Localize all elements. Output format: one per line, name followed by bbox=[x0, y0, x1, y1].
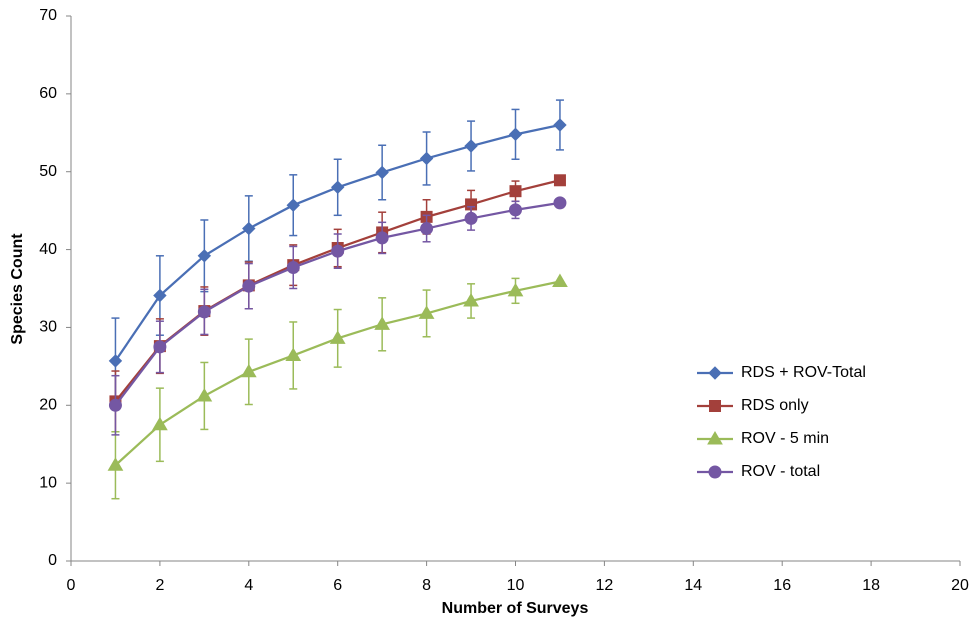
marker bbox=[197, 249, 212, 263]
y-tick-label: 10 bbox=[39, 474, 57, 491]
legend-label: ROV - 5 min bbox=[741, 430, 829, 447]
marker bbox=[553, 118, 567, 132]
marker bbox=[375, 165, 389, 180]
marker bbox=[507, 282, 524, 297]
marker bbox=[285, 347, 302, 361]
marker bbox=[553, 174, 566, 187]
legend-label: ROV - total bbox=[741, 463, 820, 480]
x-tick-label: 0 bbox=[67, 577, 76, 594]
x-tick-label: 20 bbox=[951, 577, 969, 594]
marker bbox=[509, 185, 522, 198]
legend-label: RDS + ROV-Total bbox=[741, 364, 866, 381]
legend-marker bbox=[709, 400, 721, 412]
marker bbox=[196, 387, 213, 402]
marker bbox=[330, 180, 345, 194]
x-tick-label: 8 bbox=[422, 577, 431, 594]
y-axis-title: Species Count bbox=[9, 233, 26, 345]
marker bbox=[152, 416, 168, 431]
marker bbox=[463, 292, 479, 307]
marker bbox=[153, 340, 167, 354]
y-tick-label: 20 bbox=[39, 397, 57, 414]
x-tick-label: 10 bbox=[507, 577, 525, 594]
marker bbox=[286, 260, 300, 274]
marker bbox=[331, 244, 345, 258]
legend-label: RDS only bbox=[741, 397, 809, 414]
marker bbox=[419, 151, 434, 166]
marker bbox=[420, 222, 434, 236]
x-tick-label: 14 bbox=[684, 577, 702, 594]
marker bbox=[464, 211, 478, 225]
y-tick-label: 30 bbox=[39, 319, 57, 336]
marker bbox=[197, 305, 211, 319]
marker bbox=[374, 316, 391, 330]
marker bbox=[107, 457, 124, 471]
x-tick-label: 16 bbox=[773, 577, 791, 594]
x-tick-label: 4 bbox=[244, 577, 253, 594]
x-tick-label: 12 bbox=[596, 577, 614, 594]
marker bbox=[242, 279, 256, 293]
x-tick-label: 6 bbox=[333, 577, 342, 594]
marker bbox=[286, 198, 300, 212]
marker bbox=[375, 231, 389, 245]
y-tick-label: 60 bbox=[39, 85, 57, 102]
y-tick-label: 50 bbox=[39, 163, 57, 180]
y-tick-label: 70 bbox=[39, 7, 57, 24]
marker bbox=[464, 139, 478, 153]
x-axis-title: Number of Surveys bbox=[442, 600, 589, 617]
legend-marker bbox=[708, 465, 722, 479]
y-tick-label: 40 bbox=[39, 241, 57, 258]
legend-marker bbox=[707, 431, 723, 445]
marker bbox=[552, 273, 568, 287]
marker bbox=[508, 127, 523, 142]
marker bbox=[242, 221, 256, 236]
marker bbox=[108, 354, 123, 368]
marker bbox=[153, 288, 167, 303]
marker bbox=[509, 203, 522, 217]
marker bbox=[553, 196, 567, 210]
y-tick-label: 0 bbox=[48, 552, 57, 569]
x-tick-label: 2 bbox=[155, 577, 164, 594]
marker bbox=[240, 363, 257, 378]
x-tick-label: 18 bbox=[862, 577, 880, 594]
legend-marker bbox=[708, 366, 722, 380]
marker bbox=[108, 398, 122, 412]
marker bbox=[418, 305, 435, 319]
marker bbox=[329, 330, 346, 344]
